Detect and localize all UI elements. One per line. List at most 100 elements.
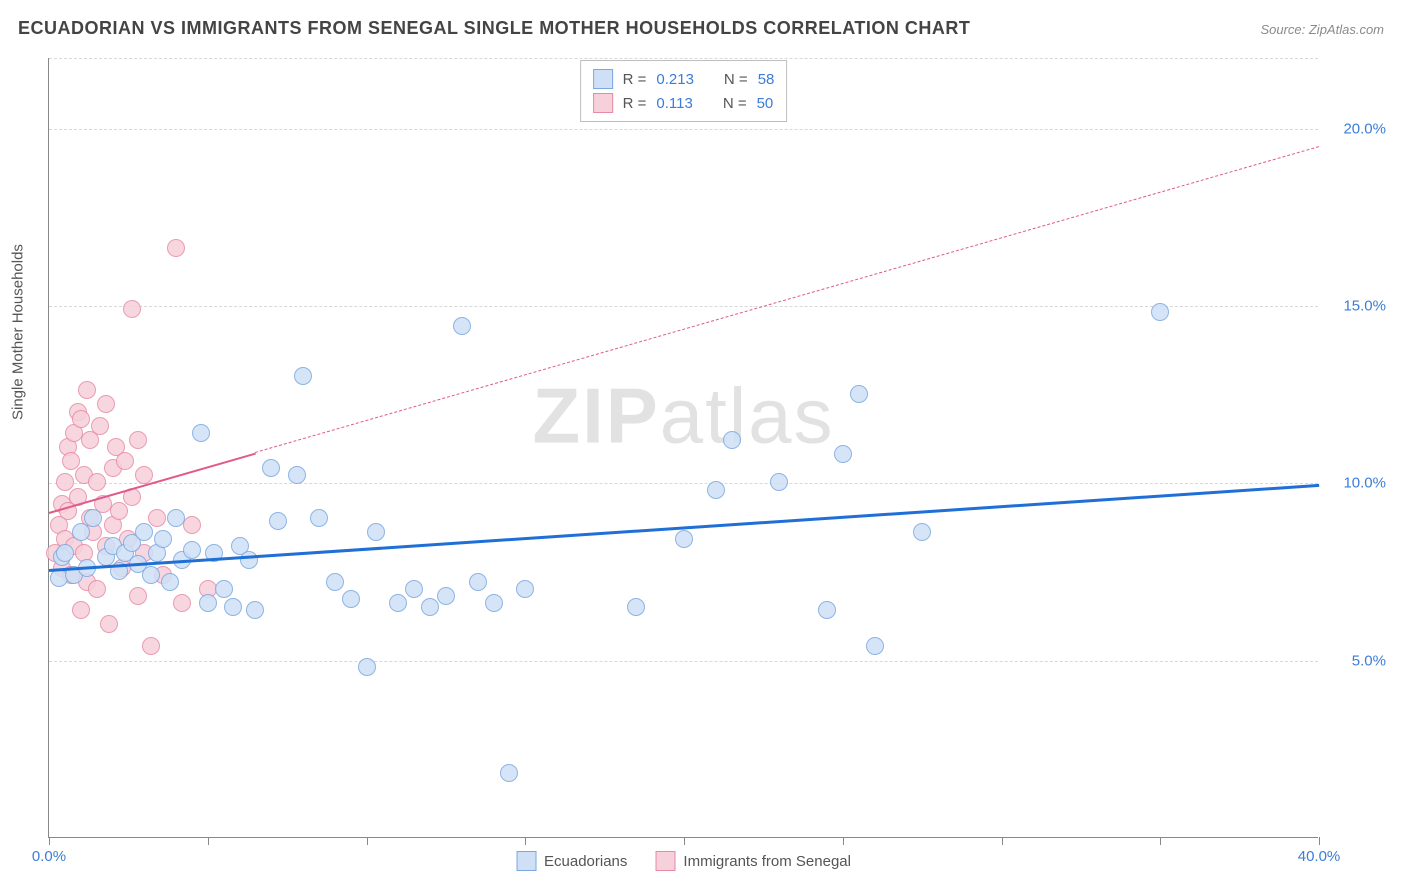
data-point-ecuadorians [199, 594, 217, 612]
data-point-ecuadorians [707, 481, 725, 499]
data-point-ecuadorians [367, 523, 385, 541]
data-point-ecuadorians [161, 573, 179, 591]
legend-item-ecuadorians: Ecuadorians [516, 851, 627, 871]
data-point-senegal [148, 509, 166, 527]
data-point-ecuadorians [389, 594, 407, 612]
data-point-ecuadorians [167, 509, 185, 527]
r-label: R = [623, 95, 647, 112]
data-point-ecuadorians [326, 573, 344, 591]
data-point-ecuadorians [1151, 303, 1169, 321]
data-point-ecuadorians [913, 523, 931, 541]
y-tick-label: 15.0% [1343, 298, 1386, 315]
legend-series: Ecuadorians Immigrants from Senegal [516, 851, 851, 871]
r-value-senegal: 0.113 [656, 95, 692, 112]
data-point-senegal [110, 502, 128, 520]
data-point-ecuadorians [469, 573, 487, 591]
swatch-senegal [655, 851, 675, 871]
x-tick [843, 837, 844, 845]
y-tick-label: 10.0% [1343, 475, 1386, 492]
legend-stats: R = 0.213 N = 58 R = 0.113 N = 50 [580, 60, 788, 122]
data-point-senegal [97, 395, 115, 413]
data-point-ecuadorians [516, 580, 534, 598]
data-point-ecuadorians [135, 523, 153, 541]
x-tick [684, 837, 685, 845]
data-point-ecuadorians [72, 523, 90, 541]
gridline [49, 129, 1318, 130]
x-tick [208, 837, 209, 845]
data-point-ecuadorians [342, 590, 360, 608]
r-value-ecuadorians: 0.213 [656, 71, 694, 88]
data-point-ecuadorians [627, 598, 645, 616]
data-point-senegal [91, 417, 109, 435]
data-point-ecuadorians [224, 598, 242, 616]
data-point-ecuadorians [437, 587, 455, 605]
data-point-ecuadorians [405, 580, 423, 598]
data-point-senegal [88, 473, 106, 491]
chart-title: ECUADORIAN VS IMMIGRANTS FROM SENEGAL SI… [18, 18, 970, 39]
source-attribution: Source: ZipAtlas.com [1260, 22, 1384, 37]
legend-stats-row-ecuadorians: R = 0.213 N = 58 [593, 67, 775, 91]
swatch-senegal [593, 93, 613, 113]
data-point-ecuadorians [358, 658, 376, 676]
data-point-ecuadorians [192, 424, 210, 442]
data-point-ecuadorians [500, 764, 518, 782]
data-point-ecuadorians [485, 594, 503, 612]
x-tick [367, 837, 368, 845]
data-point-ecuadorians [294, 367, 312, 385]
swatch-ecuadorians [593, 69, 613, 89]
data-point-senegal [142, 637, 160, 655]
gridline [49, 306, 1318, 307]
data-point-ecuadorians [675, 530, 693, 548]
watermark: ZIPatlas [532, 371, 834, 462]
data-point-ecuadorians [770, 473, 788, 491]
data-point-ecuadorians [453, 317, 471, 335]
data-point-ecuadorians [262, 459, 280, 477]
legend-stats-row-senegal: R = 0.113 N = 50 [593, 91, 775, 115]
data-point-senegal [72, 410, 90, 428]
scatter-plot: ZIPatlas R = 0.213 N = 58 R = 0.113 N = … [48, 58, 1318, 838]
data-point-ecuadorians [154, 530, 172, 548]
data-point-ecuadorians [56, 544, 74, 562]
data-point-senegal [129, 587, 147, 605]
data-point-ecuadorians [142, 566, 160, 584]
data-point-ecuadorians [723, 431, 741, 449]
data-point-senegal [129, 431, 147, 449]
data-point-ecuadorians [310, 509, 328, 527]
x-tick [49, 837, 50, 845]
n-label: N = [724, 71, 748, 88]
data-point-ecuadorians [183, 541, 201, 559]
gridline [49, 58, 1318, 59]
data-point-senegal [88, 580, 106, 598]
legend-label-ecuadorians: Ecuadorians [544, 853, 627, 870]
y-tick-label: 20.0% [1343, 120, 1386, 137]
data-point-ecuadorians [850, 385, 868, 403]
data-point-senegal [72, 601, 90, 619]
x-tick-label: 0.0% [32, 848, 66, 865]
data-point-ecuadorians [215, 580, 233, 598]
y-tick-label: 5.0% [1352, 652, 1386, 669]
data-point-ecuadorians [818, 601, 836, 619]
data-point-senegal [78, 381, 96, 399]
data-point-ecuadorians [269, 512, 287, 530]
trend-line [49, 483, 1319, 571]
legend-label-senegal: Immigrants from Senegal [683, 853, 851, 870]
x-tick [1160, 837, 1161, 845]
gridline [49, 661, 1318, 662]
n-value-ecuadorians: 58 [758, 71, 775, 88]
data-point-ecuadorians [84, 509, 102, 527]
legend-item-senegal: Immigrants from Senegal [655, 851, 851, 871]
x-tick [1002, 837, 1003, 845]
r-label: R = [623, 71, 647, 88]
swatch-ecuadorians [516, 851, 536, 871]
x-tick [525, 837, 526, 845]
x-tick [1319, 837, 1320, 845]
data-point-ecuadorians [834, 445, 852, 463]
data-point-senegal [116, 452, 134, 470]
data-point-ecuadorians [288, 466, 306, 484]
data-point-senegal [123, 300, 141, 318]
trend-line [255, 147, 1319, 454]
data-point-ecuadorians [246, 601, 264, 619]
data-point-ecuadorians [866, 637, 884, 655]
n-label: N = [723, 95, 747, 112]
data-point-senegal [100, 615, 118, 633]
